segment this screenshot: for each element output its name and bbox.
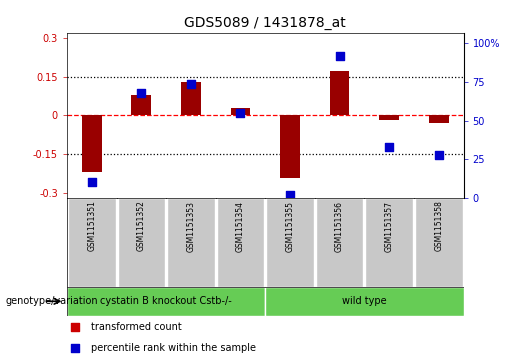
Bar xyxy=(429,115,449,123)
Point xyxy=(236,110,245,116)
Bar xyxy=(316,198,364,287)
Bar xyxy=(280,115,300,179)
Bar xyxy=(167,198,215,287)
Bar xyxy=(415,198,462,287)
Point xyxy=(286,192,294,197)
Bar xyxy=(67,287,265,316)
Bar xyxy=(330,72,350,115)
Text: GSM1151352: GSM1151352 xyxy=(137,200,146,252)
Point xyxy=(71,346,79,351)
Bar xyxy=(68,198,115,287)
Text: GSM1151354: GSM1151354 xyxy=(236,200,245,252)
Text: wild type: wild type xyxy=(342,296,387,306)
Text: transformed count: transformed count xyxy=(91,322,181,332)
Text: GSM1151357: GSM1151357 xyxy=(385,200,393,252)
Text: GSM1151353: GSM1151353 xyxy=(186,200,195,252)
Point xyxy=(385,144,393,150)
Point xyxy=(435,152,443,158)
Bar xyxy=(379,115,399,121)
Bar xyxy=(117,198,165,287)
Title: GDS5089 / 1431878_at: GDS5089 / 1431878_at xyxy=(184,16,346,30)
Text: GSM1151356: GSM1151356 xyxy=(335,200,344,252)
Text: percentile rank within the sample: percentile rank within the sample xyxy=(91,343,256,354)
Point xyxy=(88,179,96,185)
Point xyxy=(137,90,145,96)
Bar xyxy=(365,198,413,287)
Bar xyxy=(217,198,264,287)
Text: cystatin B knockout Cstb-/-: cystatin B knockout Cstb-/- xyxy=(100,296,232,306)
Bar xyxy=(265,287,464,316)
Point xyxy=(71,324,79,330)
Text: GSM1151351: GSM1151351 xyxy=(87,200,96,252)
Bar xyxy=(231,107,250,115)
Point xyxy=(335,53,344,59)
Bar xyxy=(266,198,314,287)
Bar xyxy=(82,115,101,172)
Text: GSM1151358: GSM1151358 xyxy=(434,200,443,252)
Text: genotype/variation: genotype/variation xyxy=(5,296,98,306)
Text: GSM1151355: GSM1151355 xyxy=(285,200,295,252)
Bar xyxy=(131,95,151,115)
Bar xyxy=(181,82,201,115)
Point xyxy=(187,81,195,86)
